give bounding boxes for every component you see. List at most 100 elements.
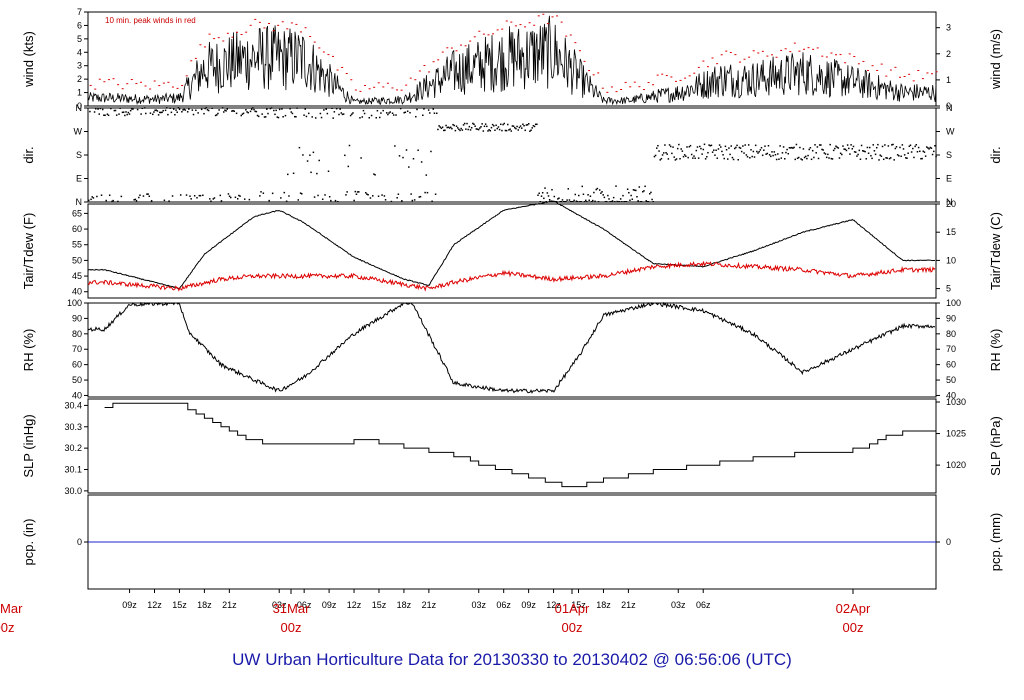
wind-peak-point [496,29,499,31]
dir-point [307,112,310,115]
dir-point [678,143,680,146]
dir-point [294,115,296,118]
dir-point [345,194,347,196]
x-tick-label: 12z [546,600,561,610]
dir-point [746,156,749,158]
wind-peak-point [871,65,874,67]
dir-point [686,146,688,148]
dir-point [547,195,550,197]
wind-peak-point [866,69,869,71]
dir-point [232,109,234,112]
wind-peak-point [620,88,623,90]
wind-peak-point [693,72,696,74]
dir-point [152,113,154,116]
dir-point [271,192,274,195]
dir-point [311,116,313,118]
dir-point [427,109,430,111]
dir-point [241,113,244,115]
dir-point [497,126,500,128]
dir-point [239,195,241,197]
wind-peak-point [807,47,810,49]
dir-point [509,128,511,130]
dir-point [365,192,367,194]
dir-point [452,123,454,126]
wind-peak-point [647,82,650,84]
dir-point [333,111,336,113]
chart-title: UW Urban Horticulture Data for 20130330 … [232,650,792,669]
dir-point [299,192,302,194]
dir-point [696,146,699,148]
dir-point [228,195,231,198]
wind-peak-point [921,78,924,80]
dir-point [231,110,233,112]
dir-point [905,157,907,159]
dir-point [219,194,222,197]
dir-point [202,194,204,197]
dir-point [97,108,99,110]
dir-point [114,109,117,112]
dir-point [679,157,681,160]
wind-peak-point [149,88,152,90]
dir-point [611,200,614,202]
dir-point [115,114,118,116]
dir-point [851,148,854,150]
wind-peak-point [876,69,879,71]
dir-point [662,152,665,154]
dir-point [600,192,602,194]
dir-ylabel-right: dir. [988,146,1003,163]
dir-point [441,126,444,129]
x-tick-label: 06z [297,600,312,610]
wind-peak-point [780,49,783,51]
dir-point [298,146,301,149]
wind-left-tick-label: 0 [77,101,82,111]
wind-peak-point [546,23,549,25]
dir-point [296,107,298,109]
dir-point [249,110,252,113]
dir-point [749,157,751,159]
dir-point [462,124,465,126]
dir-point [185,194,188,196]
dir-point [650,191,652,194]
wind-peak-point [153,80,156,82]
dir-point [742,145,744,147]
wind-peak-point [752,50,755,52]
wind-peak-point [615,91,618,93]
dir-point [782,146,785,148]
wind-peak-point [661,73,664,75]
dir-point [186,111,189,113]
dir-point [775,158,778,161]
dir-point [920,157,922,160]
dir-point [636,195,638,198]
dir-point [589,195,592,197]
dir-point [916,151,919,153]
dir-point [832,149,835,152]
dir-point [189,195,191,197]
dir-point [823,152,826,154]
dir-point [284,114,287,117]
dir-point [543,197,545,200]
dir-point [168,200,170,202]
dir-point [149,112,152,114]
dir-point [527,122,530,125]
dir-point [148,195,151,198]
dir-point [491,123,494,126]
dir-point [355,193,358,195]
dir-point [850,144,852,146]
dir-point [667,158,670,160]
dir-point [196,197,198,199]
dir-point [831,158,834,160]
temp-right-tick-label: 15 [946,227,956,237]
dir-point [326,112,329,115]
dir-point [318,159,320,162]
dir-point [274,113,276,116]
dir-point [836,146,838,149]
day-label-date: 02Apr [836,601,871,616]
dir-point [588,199,590,202]
dir-point [808,148,810,151]
dir-point [404,111,407,114]
dir-point [314,117,317,119]
dir-right-tick-label: N [946,103,953,113]
wind-peak-point [469,40,472,42]
dir-point [687,156,689,159]
x-tick-label: 12z [347,600,362,610]
